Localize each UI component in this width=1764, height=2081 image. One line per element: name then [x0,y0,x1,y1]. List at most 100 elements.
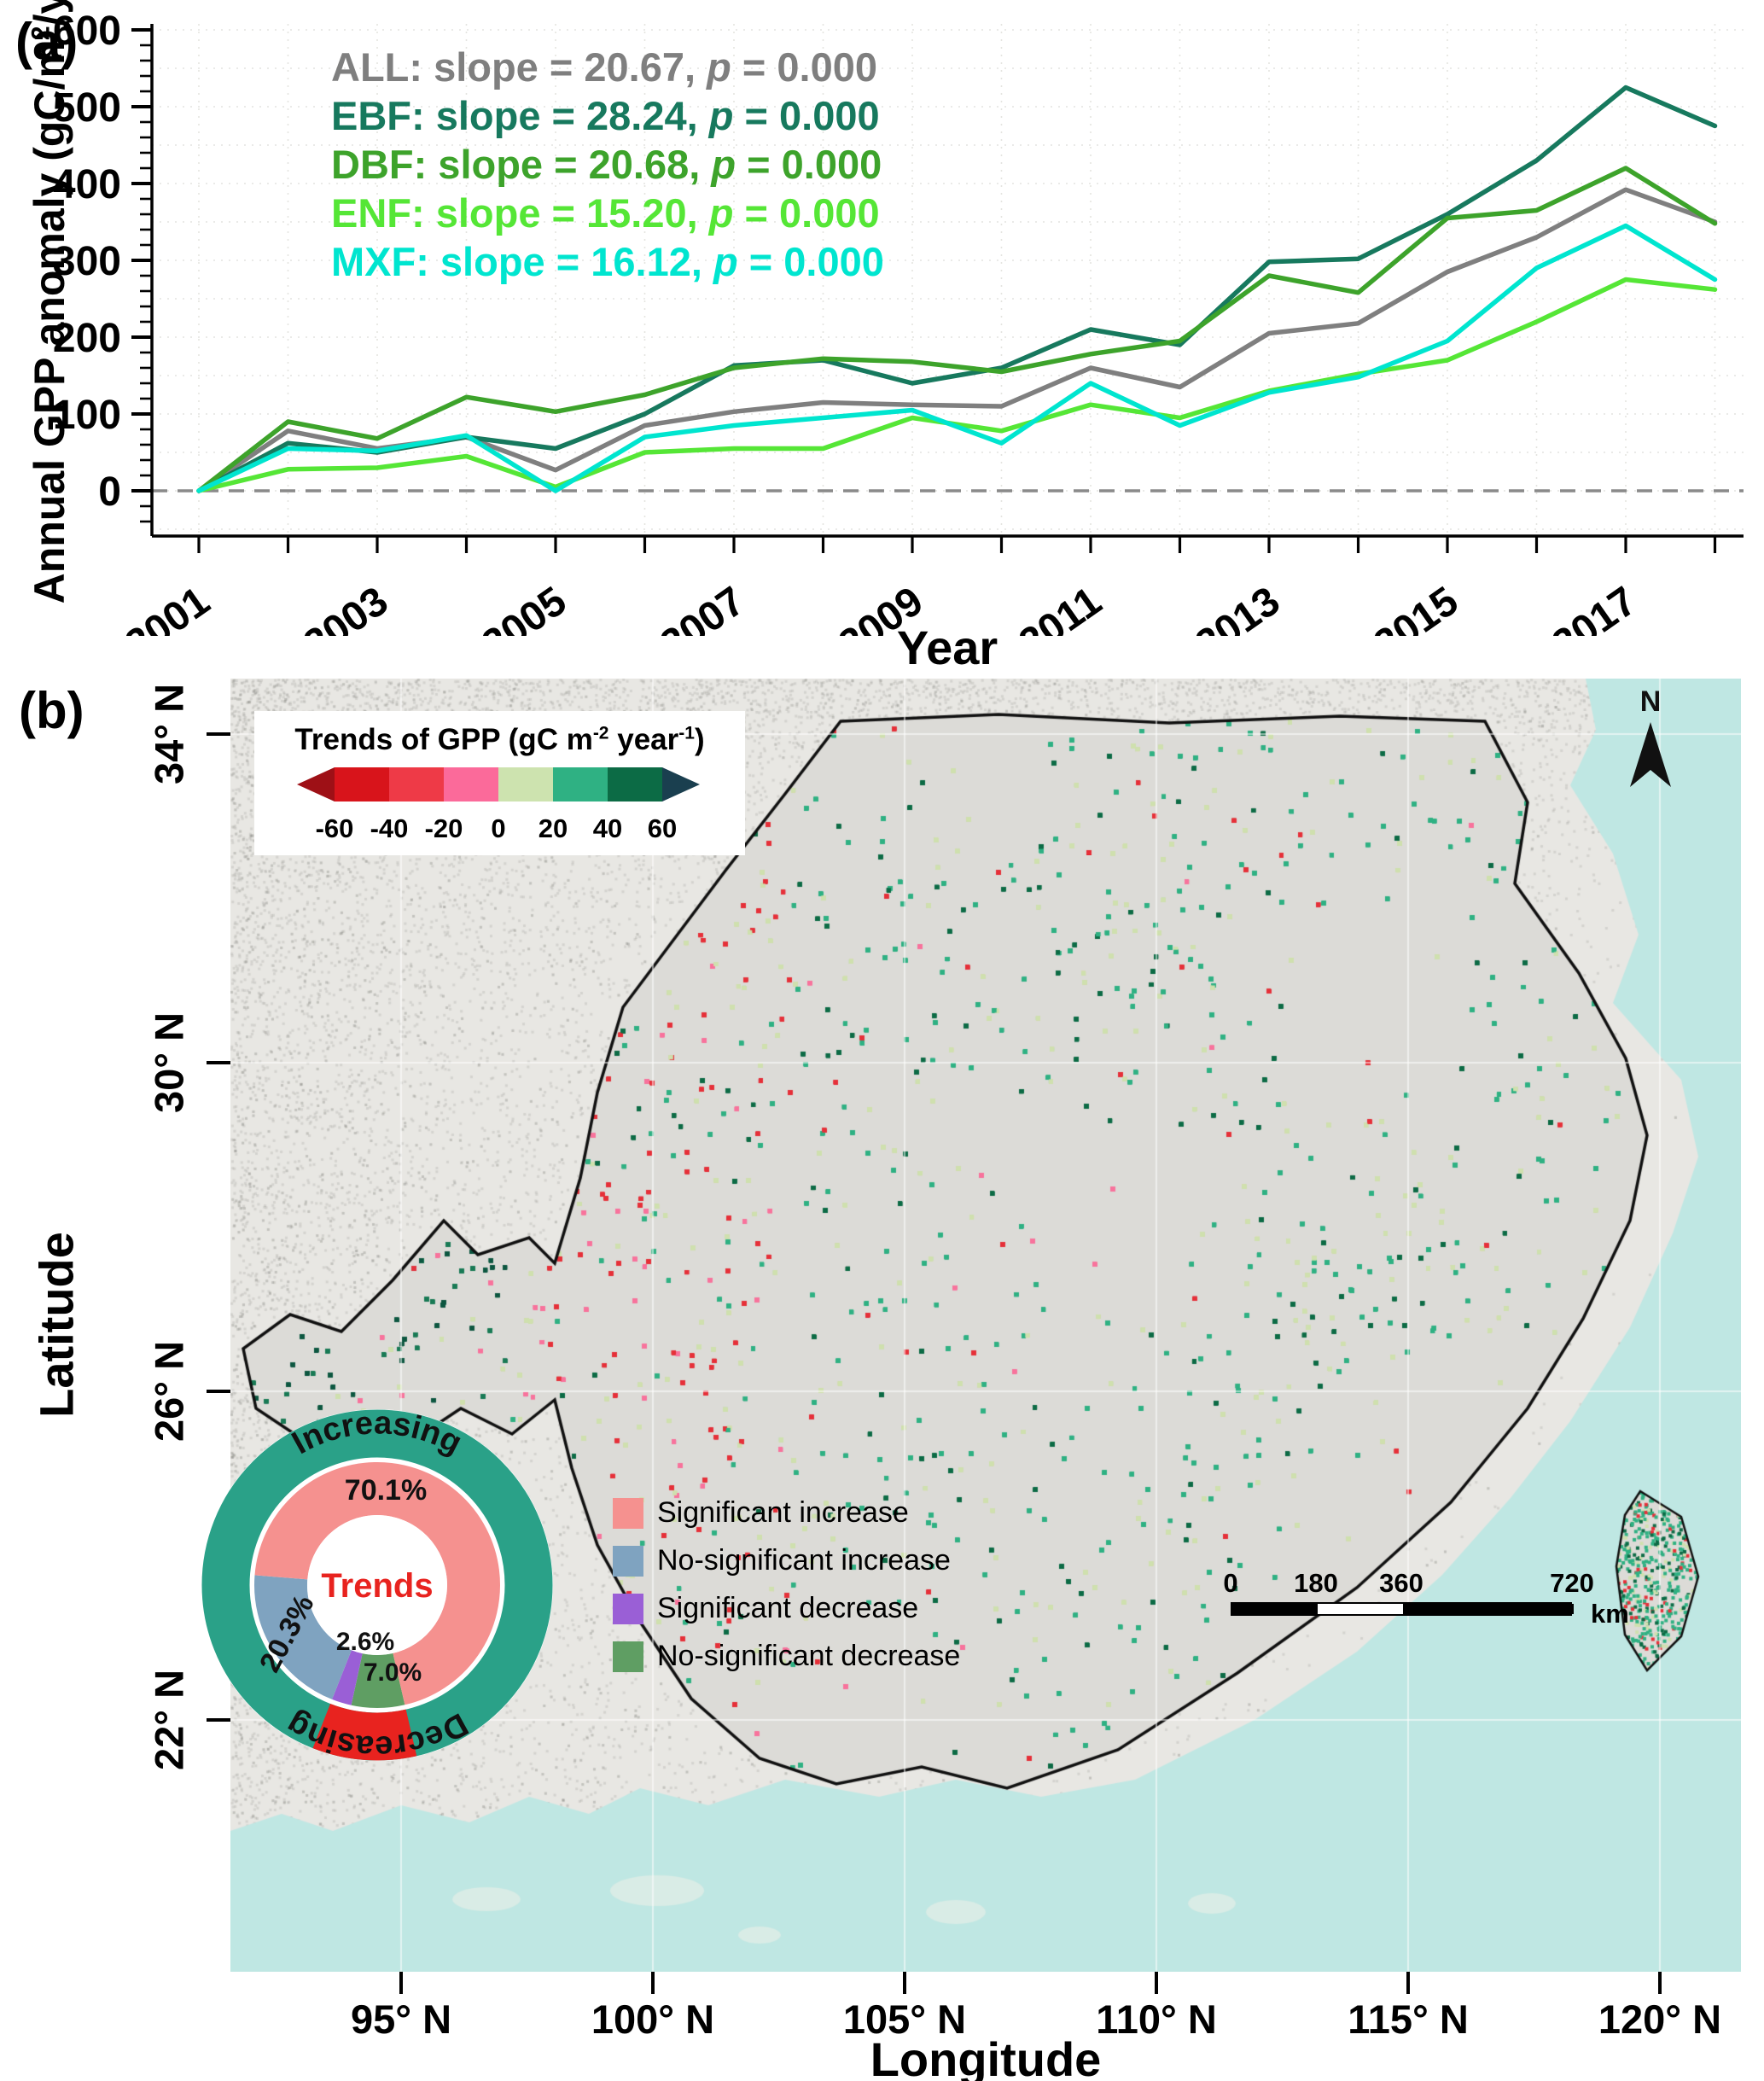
colorbar-tick-label: 40 [592,813,621,843]
legend-swatch [613,1593,643,1624]
colorbar-tick-label: 20 [538,813,567,843]
x-tick-label: 2003 [295,579,396,636]
lon-tick-label: 95° N [350,1996,452,2042]
legend-label: No-significant decrease [657,1640,961,1672]
lon-tick-label: 100° N [591,1996,715,2042]
donut-percent-label: 7.0% [364,1658,422,1687]
lat-tick-label: 22° N [146,1669,192,1771]
y-tick-label: 500 [53,85,121,131]
legend-entry-dbf: DBF: slope = 20.68, p = 0.000 [331,142,882,187]
gpp-trend-raster-map [230,679,1741,1972]
y-tick-label: 200 [53,316,121,361]
map-legend-item: Significant decrease [613,1592,960,1625]
north-arrow: N [1623,685,1678,796]
legend-label: Significant increase [657,1496,909,1529]
donut-slice-no-significant-increase [254,1575,352,1699]
lon-tick-label: 105° N [842,1996,967,2042]
donut-percent-label: 2.6% [336,1628,394,1656]
legend-entry-ebf: EBF: slope = 28.24, p = 0.000 [331,93,880,138]
legend-entry-enf: ENF: slope = 15.20, p = 0.000 [331,190,880,236]
donut-slice-significant-increase [254,1462,500,1705]
scalebar-number: 720 [1550,1568,1594,1598]
cb-title-text-2: year [608,723,679,756]
x-tick-label: 2013 [1187,579,1288,636]
colorbar-tick-label: -40 [370,813,408,843]
donut-slice-no-significant-decrease [351,1653,405,1708]
lat-tick-label: 26° N [146,1340,192,1443]
colorbar-tick-label: -60 [315,813,353,843]
x-tick-label: 2001 [117,579,218,636]
map-legend-item: Significant increase [613,1496,960,1530]
cb-title-text: Trends of GPP (gC m [294,723,593,756]
scalebar-number: 0 [1223,1568,1238,1598]
legend-entry-all: ALL: slope = 20.67, p = 0.000 [331,44,878,90]
colorbar: -60 -40 -20 0 20 40 60 [296,767,700,843]
colorbar-segment [443,767,498,802]
lon-tick-label: 115° N [1348,1996,1469,2042]
lat-tick-mark [207,1390,230,1393]
cb-title-sup-1: -2 [592,723,609,743]
lat-tick-mark [207,732,230,736]
donut-percent-label: 70.1% [345,1474,427,1507]
lon-tick-mark [1406,1972,1410,1994]
lon-tick-mark [651,1972,655,1994]
donut-slice-significant-decrease [332,1650,364,1705]
map-legend-item: No-significant increase [613,1544,960,1577]
chart-a-legend: ALL: slope = 20.67, p = 0.000 EBF: slope … [331,43,884,286]
donut-hole [307,1515,447,1655]
x-tick-label: 2005 [474,579,574,636]
colorbar-right-arrow [661,767,700,802]
lat-tick-label: 34° N [146,683,192,785]
colorbar-segment [552,767,608,802]
cb-title-text-3: ) [694,723,705,756]
series-mxf [196,223,1718,493]
y-axis-ticks: 0 100 200 300 400 500 600 [53,9,152,523]
lon-tick-mark [903,1972,906,1994]
lon-tick-label: 110° N [1096,1996,1217,2042]
scalebar-segment [1403,1604,1574,1614]
chart-grid [152,24,1744,536]
scalebar-unit: km [1591,1599,1629,1629]
y-tick-label: 400 [53,162,121,207]
lon-tick-mark [1658,1972,1662,1994]
map-panel: Trends of GPP (gC m-2 year-1) -60 -40 -20 0… [201,679,1741,1972]
scale-bar: 0 180 360 720 km [1219,1568,1662,1629]
scalebar-number: 360 [1379,1568,1423,1598]
lat-tick-mark [207,1061,230,1064]
panel-b-y-axis-title: Latitude [29,1232,84,1418]
lon-tick-mark [1155,1972,1158,1994]
lon-tick-mark [399,1972,403,1994]
colorbar-tick-label: 60 [647,813,676,843]
trend-legend: Significant increase No-significant incre… [613,1496,960,1688]
y-tick-label: 600 [53,9,121,54]
x-tick-label: 2007 [652,579,753,636]
scalebar [1231,1602,1574,1616]
panel-a-label: (a) [15,13,79,70]
x-tick-label: 2015 [1365,579,1466,636]
gpp-trend-colorbar-legend: Trends of GPP (gC m-2 year-1) -60 -40 -20 0… [254,711,745,855]
colorbar-segment [607,767,662,802]
donut-center-label: Trends [321,1567,433,1605]
legend-swatch [613,1545,643,1577]
north-label: N [1639,685,1662,718]
lat-tick-label: 30° N [146,1011,192,1114]
panel-a-x-axis-title: Year [896,621,998,674]
north-arrow-icon [1630,722,1671,787]
y-tick-label: 300 [53,239,121,284]
x-tick-label: 2011 [1011,579,1110,636]
colorbar-title: Trends of GPP (gC m-2 year-1) [263,723,736,757]
series-dbf [196,166,1718,493]
panel-b-label: (b) [19,682,84,739]
legend-entry-mxf: MXF: slope = 16.12, p = 0.000 [331,239,884,284]
lat-tick-mark [207,1718,230,1722]
colorbar-tick-label: 0 [491,813,505,843]
colorbar-segment [388,767,444,802]
series-enf [196,277,1718,493]
trends-donut-chart: Trends7.0%2.6%20.3%70.1%IncreasingDecrea… [201,1405,553,1765]
scalebar-number: 180 [1294,1568,1338,1598]
colorbar-tick-label: -20 [424,813,463,843]
donut-outer-decreasing [312,1703,417,1761]
colorbar-segment [498,767,553,802]
